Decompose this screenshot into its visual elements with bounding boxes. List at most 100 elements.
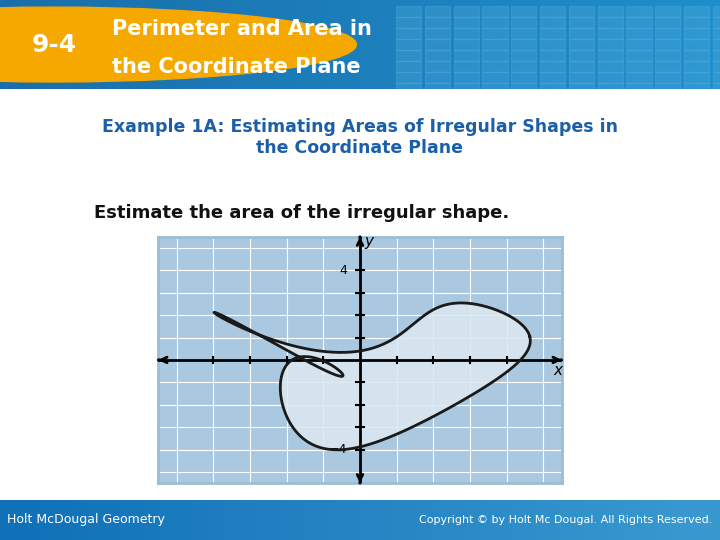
Bar [461, 0, 468, 89]
Text: Perimeter and Area in: Perimeter and Area in [112, 18, 372, 38]
Bar [403, 0, 410, 89]
Bar [137, 500, 145, 540]
Bar [598, 28, 623, 39]
Text: Holt McDougal Geometry: Holt McDougal Geometry [7, 513, 165, 526]
Bar [432, 0, 439, 89]
Bar [655, 50, 680, 61]
Bar [684, 50, 709, 61]
Bar [259, 0, 266, 89]
Bar [490, 0, 497, 89]
Bar [598, 39, 623, 50]
Bar [713, 500, 720, 540]
Bar [626, 50, 652, 61]
Bar [324, 0, 331, 89]
Bar [396, 6, 421, 17]
Bar [569, 6, 594, 17]
Bar [590, 0, 598, 89]
Bar [58, 0, 65, 89]
Bar [554, 0, 562, 89]
Bar [7, 0, 14, 89]
Bar [180, 0, 187, 89]
Bar [670, 500, 678, 540]
Bar [86, 500, 94, 540]
Bar [331, 0, 338, 89]
Bar [374, 500, 382, 540]
Bar [137, 0, 144, 89]
Bar [245, 0, 252, 89]
Bar [648, 0, 655, 89]
Bar [475, 500, 483, 540]
Bar [360, 0, 367, 89]
Bar [504, 0, 511, 89]
Bar [65, 500, 73, 540]
Bar [612, 0, 619, 89]
Polygon shape [214, 303, 531, 450]
Bar [454, 39, 479, 50]
Bar [713, 28, 720, 39]
Bar [511, 39, 536, 50]
Bar [396, 72, 421, 83]
Bar [626, 500, 634, 540]
Bar [655, 0, 662, 89]
Bar [230, 500, 238, 540]
Bar [367, 500, 375, 540]
Bar [425, 17, 450, 28]
Bar [511, 500, 519, 540]
Bar [266, 0, 274, 89]
Bar [454, 61, 479, 72]
Bar [144, 0, 151, 89]
Bar [454, 72, 479, 83]
Bar [482, 6, 508, 17]
Bar [425, 500, 433, 540]
Bar [684, 39, 709, 50]
Bar [130, 0, 137, 89]
Bar [274, 0, 281, 89]
Bar [216, 500, 224, 540]
Bar [58, 500, 66, 540]
Bar [626, 61, 652, 72]
Bar [598, 500, 606, 540]
Bar [202, 0, 209, 89]
Text: −4: −4 [329, 443, 347, 456]
Bar [626, 28, 652, 39]
Bar [569, 17, 594, 28]
Bar [396, 50, 421, 61]
Bar [115, 500, 123, 540]
Bar [166, 0, 173, 89]
Bar [518, 500, 526, 540]
Bar [158, 500, 166, 540]
Bar [158, 0, 166, 89]
Bar [518, 0, 526, 89]
Bar [353, 500, 361, 540]
Bar [230, 0, 238, 89]
Bar [410, 500, 418, 540]
Bar [274, 500, 282, 540]
Bar [43, 500, 51, 540]
Bar [389, 0, 396, 89]
Bar [626, 72, 652, 83]
Bar [29, 0, 36, 89]
Bar [684, 83, 709, 93]
Bar [598, 83, 623, 93]
Bar [173, 500, 181, 540]
Bar [684, 17, 709, 28]
Text: Copyright © by Holt Mc Dougal. All Rights Reserved.: Copyright © by Holt Mc Dougal. All Right… [420, 515, 713, 525]
Bar [468, 0, 475, 89]
Bar [526, 0, 533, 89]
Bar [540, 39, 565, 50]
Bar [612, 500, 620, 540]
Bar [533, 0, 540, 89]
Bar [281, 0, 288, 89]
Bar [418, 0, 425, 89]
Bar [7, 500, 15, 540]
Bar [367, 0, 374, 89]
Bar [655, 28, 680, 39]
Bar [454, 50, 479, 61]
Bar [353, 0, 360, 89]
Bar [331, 500, 339, 540]
Bar [382, 500, 390, 540]
Bar [619, 500, 627, 540]
Bar [151, 500, 159, 540]
Bar [202, 500, 210, 540]
Bar [482, 17, 508, 28]
